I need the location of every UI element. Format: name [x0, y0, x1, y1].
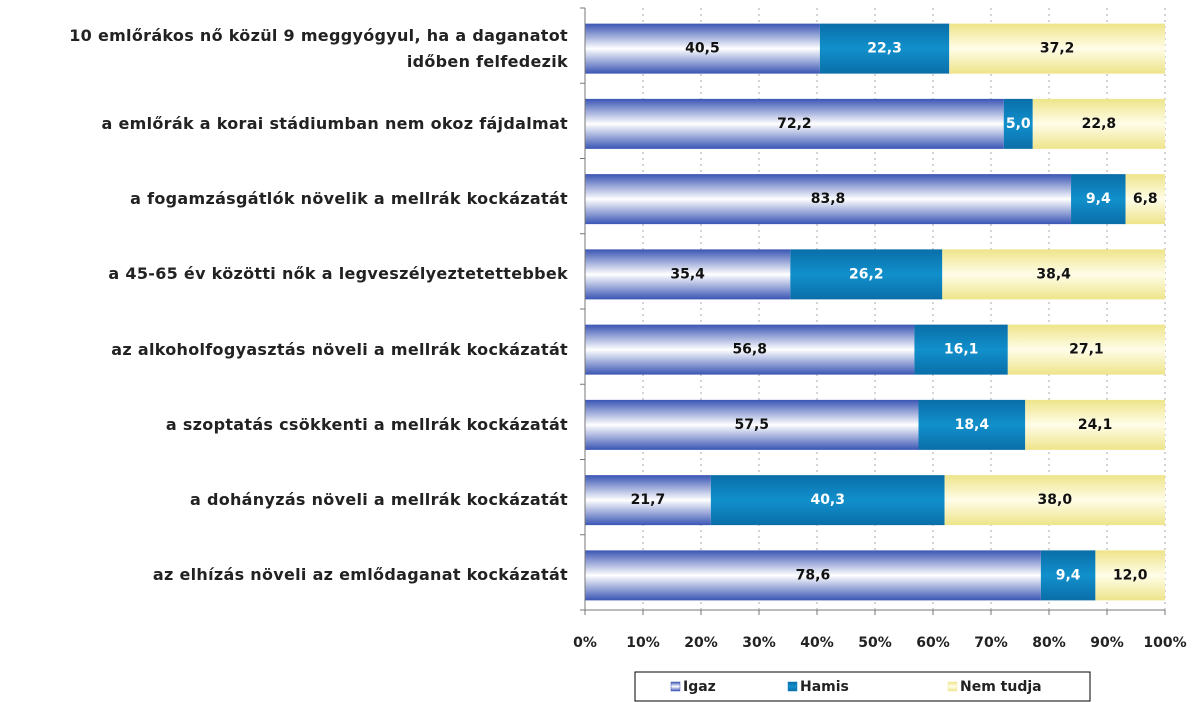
x-tick-label: 40% — [800, 635, 834, 651]
x-tick-label: 100% — [1143, 635, 1186, 651]
bar-segment — [585, 475, 711, 526]
data-label: 22,8 — [1082, 116, 1117, 132]
data-label: 37,2 — [1040, 41, 1075, 57]
bar-segment — [1095, 550, 1165, 601]
x-tick-label: 30% — [742, 635, 776, 651]
data-label: 38,0 — [1038, 492, 1073, 508]
legend-label: Igaz — [683, 679, 716, 695]
legend-swatch — [670, 681, 681, 692]
legend-swatch — [947, 681, 958, 692]
bar-segment — [585, 23, 820, 74]
data-label: 9,4 — [1056, 567, 1081, 583]
data-label: 35,4 — [670, 266, 705, 282]
data-label: 21,7 — [631, 492, 666, 508]
bar-segment — [710, 475, 945, 526]
bar-segment — [585, 174, 1072, 225]
bar-segment — [585, 550, 1041, 601]
x-tick-label: 20% — [684, 635, 718, 651]
bar-segment — [585, 98, 1004, 149]
bar-segment — [1025, 399, 1165, 450]
category-label: a dohányzás növeli a mellrák kockázatát — [189, 490, 568, 510]
x-tick-label: 80% — [1032, 635, 1066, 651]
data-label: 56,8 — [732, 342, 767, 358]
data-label: 72,2 — [777, 116, 812, 132]
x-tick-label: 50% — [858, 635, 892, 651]
data-label: 12,0 — [1113, 567, 1148, 583]
x-tick-label: 60% — [916, 635, 950, 651]
bar-segment — [944, 475, 1165, 526]
category-label: az elhízás növeli az emlődaganat kockáza… — [152, 565, 568, 585]
x-tick-label: 70% — [974, 635, 1008, 651]
data-label: 83,8 — [811, 191, 846, 207]
bar-segment — [914, 324, 1008, 375]
x-tick-label: 10% — [626, 635, 660, 651]
data-label: 40,3 — [810, 492, 845, 508]
category-label: a szoptatás csökkenti a mellrák kockázat… — [165, 414, 568, 434]
data-label: 57,5 — [734, 417, 769, 433]
bar-segment — [949, 23, 1165, 74]
data-label: 78,6 — [796, 567, 831, 583]
category-label: a 45-65 év közötti nők a legveszélyeztet… — [108, 264, 568, 284]
bar-segment — [918, 399, 1026, 450]
bar-segment — [790, 249, 943, 300]
data-label: 6,8 — [1133, 191, 1158, 207]
bar-segment — [1040, 550, 1096, 601]
data-label: 22,3 — [867, 41, 902, 57]
bar-segment — [1125, 174, 1165, 225]
x-tick-label: 0% — [573, 635, 597, 651]
legend-box — [634, 671, 1091, 702]
category-label: 10 emlőrákos nő közül 9 meggyógyul, ha a… — [69, 25, 568, 71]
category-label: a emlőrák a korai stádiumban nem okoz fá… — [101, 113, 568, 133]
legend-label: Hamis — [800, 679, 849, 695]
legend-swatch — [787, 681, 798, 692]
data-label: 27,1 — [1069, 342, 1104, 358]
bar-segment — [942, 249, 1165, 300]
data-label: 38,4 — [1036, 266, 1071, 282]
category-label: a fogamzásgátlók növelik a mellrák kocká… — [130, 189, 568, 209]
bar-segment — [585, 399, 919, 450]
bar-segment — [819, 23, 950, 74]
data-label: 40,5 — [685, 41, 720, 57]
bar-segment — [1071, 174, 1126, 225]
data-label: 9,4 — [1086, 191, 1111, 207]
data-label: 18,4 — [955, 417, 990, 433]
legend-label: Nem tudja — [960, 679, 1042, 695]
data-label: 26,2 — [849, 266, 884, 282]
x-tick-label: 90% — [1090, 635, 1124, 651]
bar-segment — [1007, 324, 1165, 375]
bar-segment — [585, 249, 791, 300]
bar-segment — [1032, 98, 1165, 149]
bar-segment — [585, 324, 915, 375]
bar-segment — [1003, 98, 1033, 149]
data-label: 5,0 — [1006, 116, 1031, 132]
category-label: az alkoholfogyasztás növeli a mellrák ko… — [111, 339, 568, 359]
data-label: 16,1 — [944, 342, 979, 358]
data-label: 24,1 — [1078, 417, 1113, 433]
